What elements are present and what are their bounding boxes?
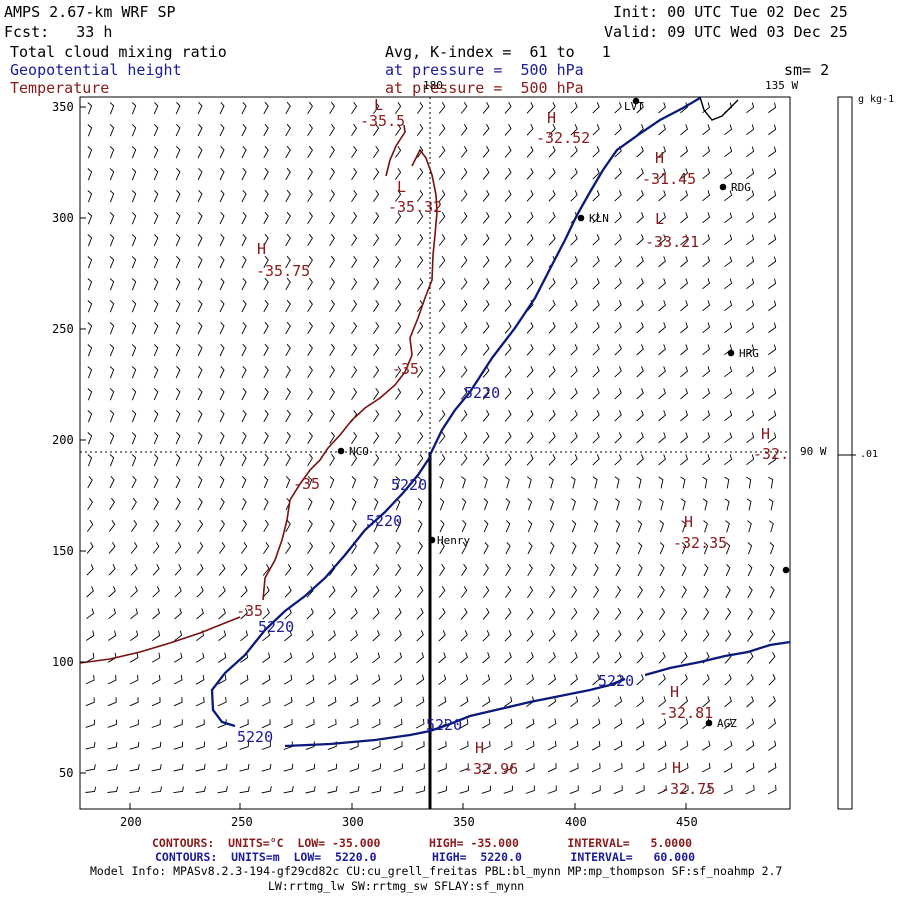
field-cloud-mixing: Total cloud mixing ratio — [10, 43, 227, 61]
meridian-135w-label: 135 W — [765, 79, 799, 92]
height-contour-label: 5220 — [391, 476, 428, 494]
station-dot-henry — [428, 536, 436, 544]
station-dot-kln — [577, 214, 585, 222]
meridian-180-label: 180 — [423, 79, 443, 92]
y-tick-label: 250 — [52, 322, 74, 336]
colorbar-unit: g kg-1 — [858, 94, 895, 105]
height-contour-label: 5220 — [237, 728, 274, 746]
height-contour-east — [644, 640, 791, 677]
y-tick-label: 350 — [52, 100, 74, 114]
height-contour-label: 5220 — [366, 512, 403, 530]
height-contour-label: 5220 — [426, 716, 463, 734]
model-info: Model Info: MPASv8.2.3-194-gf29cd82c CU:… — [90, 864, 783, 878]
wind-barbs — [85, 101, 777, 795]
temp-label: -32.52 — [536, 129, 591, 147]
x-tick-label: 450 — [676, 815, 698, 829]
temp-contour-central — [262, 148, 438, 601]
temp-label: -35 — [392, 360, 420, 378]
pressure-level-temp: at pressure = 500 hPa — [385, 79, 584, 97]
x-tick-label: 350 — [453, 815, 475, 829]
colorbar — [837, 96, 853, 810]
map-frame — [79, 96, 791, 810]
temp-label: -32.75 — [661, 780, 716, 798]
station-label-agz: AGZ — [717, 717, 737, 730]
temperature-contours — [79, 124, 438, 664]
model-title: AMPS 2.67-km WRF SP — [4, 3, 176, 21]
low-symbol: L — [655, 210, 665, 228]
station-dot-rdg — [719, 183, 727, 191]
low-symbol: L — [397, 178, 407, 196]
kindex-average: Avg, K-index = 61 to 1 — [385, 43, 611, 61]
model-info-line2: LW:rrtmg_lw SW:rrtmg_sw SFLAY:sf_mynn — [268, 879, 525, 893]
height-contour-north — [428, 97, 701, 456]
station-dot-nco — [337, 447, 345, 455]
meridian-90w-label: 90 W — [800, 445, 827, 458]
high-symbol: H — [475, 739, 485, 757]
field-geopotential: Geopotential height — [10, 61, 182, 79]
temp-label: -35 — [293, 475, 321, 493]
station-label-kln: KLN — [589, 212, 609, 225]
high-symbol: H — [257, 240, 267, 258]
temp-label: -31.45 — [642, 170, 697, 188]
height-contour-label: 5220 — [598, 672, 635, 690]
colorbar-value: .01 — [860, 449, 879, 460]
height-contour-label: 5220 — [464, 384, 501, 402]
station-label-henry: Henry — [437, 534, 471, 547]
temp-label: -33.21 — [645, 233, 700, 251]
temp-label: -32. — [753, 445, 790, 463]
field-temperature: Temperature — [10, 79, 110, 97]
init-time: Init: 00 UTC Tue 02 Dec 25 — [613, 3, 848, 21]
x-tick-label: 400 — [565, 815, 587, 829]
temp-label: -35.75 — [256, 262, 311, 280]
station-dot-lvt — [632, 97, 640, 105]
y-tick-label: 50 — [59, 766, 74, 780]
station-dot-edge — [782, 566, 790, 574]
height-contour-label: 5220 — [258, 618, 295, 636]
x-tick-label: 300 — [342, 815, 364, 829]
smoothing-label: sm= 2 — [784, 61, 830, 79]
temp-label: -35 — [236, 602, 264, 620]
station-label-rdg: RDG — [731, 181, 751, 194]
temp-label: -32.35 — [673, 534, 728, 552]
station-label-lvt: LVT — [624, 100, 644, 113]
temp-contour-southwest — [79, 616, 241, 664]
high-symbol: H — [672, 759, 682, 777]
station-label-nco: NCO — [349, 445, 369, 458]
y-tick-label: 200 — [52, 433, 74, 447]
height-contour-south — [284, 677, 626, 748]
high-symbol: H — [761, 425, 771, 443]
temp-label: -32.81 — [659, 704, 714, 722]
station-dot-hrg — [727, 349, 735, 357]
y-tick-label: 300 — [52, 211, 74, 225]
temp-label: -32.96 — [464, 760, 519, 778]
station-dot-agz — [705, 719, 713, 727]
temp-label: -35.32 — [388, 198, 443, 216]
pressure-level-height: at pressure = 500 hPa — [385, 61, 584, 79]
station-markers — [337, 97, 790, 727]
station-label-hrg: HRG — [739, 347, 759, 360]
contours-height-info: CONTOURS: UNITS=m LOW= 5220.0 HIGH= 5220… — [155, 850, 696, 864]
y-tick-label: 150 — [52, 544, 74, 558]
low-symbol: L — [374, 96, 384, 114]
high-symbol: H — [670, 683, 680, 701]
forecast-hour: Fcst: 33 h — [4, 23, 113, 41]
high-symbol: H — [655, 149, 665, 167]
valid-time: Valid: 09 UTC Wed 03 Dec 25 — [604, 23, 848, 41]
height-contour-west — [210, 456, 431, 728]
y-tick-label: 100 — [52, 655, 74, 669]
temp-contour-north — [385, 124, 406, 177]
coastline — [699, 96, 739, 121]
high-symbol: H — [547, 109, 557, 127]
x-tick-label: 250 — [231, 815, 253, 829]
axis-ticks — [80, 106, 687, 809]
contours-temperature-info: CONTOURS: UNITS=°C LOW= -35.000 HIGH= -3… — [152, 836, 693, 850]
high-symbol: H — [684, 513, 694, 531]
height-contours — [210, 97, 791, 748]
x-tick-label: 200 — [120, 815, 142, 829]
wind-barb-field — [85, 101, 777, 795]
temp-label: -35.5 — [360, 112, 406, 130]
